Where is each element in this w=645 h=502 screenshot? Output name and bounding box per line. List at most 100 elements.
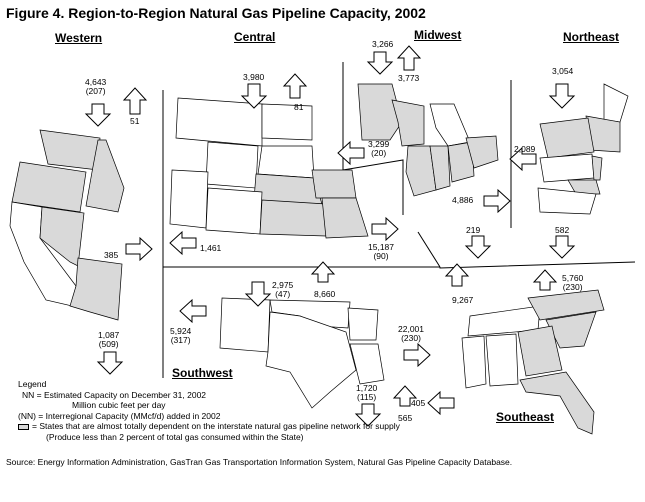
state-ohio xyxy=(447,141,475,183)
state-idaho xyxy=(85,139,125,213)
state-nebraska xyxy=(253,173,323,205)
region-label-central: Central xyxy=(234,30,276,44)
arrow-midwest-in xyxy=(366,51,394,75)
state-maine xyxy=(603,83,629,123)
flow-label-central-southeast: 15,187 (90) xyxy=(368,242,394,261)
state-texas xyxy=(265,311,357,409)
state-maryland xyxy=(567,179,601,195)
flow-label-midwest-east: 4,886 xyxy=(452,195,474,205)
source-note: Source: Energy Information Administratio… xyxy=(6,457,513,467)
state-wyoming xyxy=(205,141,259,189)
region-label-midwest: Midwest xyxy=(414,28,462,42)
arrow-western-east xyxy=(125,236,153,262)
flow-label-midwest-south: 219 xyxy=(466,225,481,235)
state-indiana xyxy=(429,145,451,191)
legend-line-dependent-note: (Produce less than 2 percent of total ga… xyxy=(46,431,304,442)
state-iowa xyxy=(311,169,357,199)
flow-label-central-in: 3,980 xyxy=(243,72,265,82)
state-wisconsin xyxy=(391,99,425,147)
arrow-central-southeast xyxy=(371,216,399,242)
region-label-northeast: Northeast xyxy=(563,30,620,44)
arrow-southeast-north xyxy=(444,263,470,287)
flow-label-central-west: 1,461 xyxy=(200,243,222,253)
state-north-carolina xyxy=(527,289,605,321)
flow-label-southwest-east: 22,001 (230) xyxy=(398,324,424,343)
flow-label-western-in: 4,643 (207) xyxy=(85,77,107,96)
arrow-northeast-south xyxy=(548,235,576,259)
western-states xyxy=(9,129,125,321)
flow-label-central-east: 3,299 (20) xyxy=(368,139,390,158)
state-new-york xyxy=(539,117,595,159)
state-mississippi xyxy=(461,335,487,389)
arrow-southwest-in xyxy=(244,281,272,307)
legend-line-capacity: NN = Estimated Capacity on December 31, … xyxy=(22,389,207,400)
region-label-southwest: Southwest xyxy=(172,366,233,380)
region-label-southeast: Southeast xyxy=(496,410,555,424)
arrow-southwest-west xyxy=(179,298,207,324)
state-new-jersey xyxy=(591,155,603,181)
state-arkansas xyxy=(347,307,379,341)
arrow-midwest-east xyxy=(483,188,511,214)
flow-label-northeast-south: 582 xyxy=(555,225,570,235)
flow-label-western-east: 385 xyxy=(104,250,119,260)
arrow-southeast-west xyxy=(427,390,455,416)
flow-arrows xyxy=(84,45,576,427)
legend-line-units: Million cubic feet per day xyxy=(72,400,166,410)
state-new-mexico xyxy=(219,297,271,353)
arrow-central-east xyxy=(337,140,365,166)
arrow-midwest-out xyxy=(396,45,422,71)
state-oregon xyxy=(11,161,87,213)
state-georgia xyxy=(517,325,563,377)
flow-label-southeast-west: 405 xyxy=(411,398,426,408)
flow-label-southwest-in: 2,975 (47) xyxy=(272,280,294,299)
flow-label-western-south: 1,087 (509) xyxy=(98,330,120,349)
flow-label-southeast-out: 5,760 (230) xyxy=(562,273,584,292)
state-nevada xyxy=(39,206,85,267)
legend: Legend NN = Estimated Capacity on Decemb… xyxy=(18,379,400,442)
state-arizona xyxy=(69,257,123,321)
state-south-dakota xyxy=(257,145,315,179)
state-montana xyxy=(175,97,263,147)
state-kentucky xyxy=(465,135,499,169)
flow-label-northeast-in: 3,054 xyxy=(552,66,574,76)
flow-label-central-out: 81 xyxy=(294,102,304,112)
arrow-southeast-out xyxy=(532,269,558,291)
arrow-western-out-north xyxy=(122,87,148,115)
state-pennsylvania xyxy=(539,153,595,183)
state-louisiana xyxy=(349,343,385,385)
state-south-carolina xyxy=(545,311,597,349)
flow-label-southwest-up: 565 xyxy=(398,413,413,423)
state-kansas xyxy=(259,199,327,237)
arrow-northeast-west xyxy=(509,146,537,172)
southeast-states xyxy=(461,289,605,435)
flow-label-midwest-in: 3,266 xyxy=(372,39,394,49)
central-states xyxy=(169,97,369,239)
state-north-dakota xyxy=(261,103,313,141)
legend-line-added: (NN) = Interregional Capacity (MMcf/d) a… xyxy=(18,410,221,421)
flow-label-midwest-out: 3,773 xyxy=(398,73,420,83)
arrow-central-out xyxy=(282,73,308,99)
state-illinois xyxy=(405,145,437,197)
southwest-states xyxy=(219,297,385,409)
flow-label-western-out-north: 51 xyxy=(130,116,140,126)
flow-label-northeast-west: 2,089 xyxy=(514,144,536,154)
state-washington xyxy=(39,129,101,171)
state-alabama xyxy=(485,333,519,387)
arrow-southwest-south xyxy=(354,403,382,427)
flow-label-southwest-north: 8,660 xyxy=(314,289,336,299)
state-minnesota xyxy=(357,83,403,141)
midwest-states xyxy=(357,83,499,197)
arrow-southwest-north xyxy=(310,261,336,283)
arrow-western-in xyxy=(84,103,112,127)
flow-label-southwest-west: 5,924 (317) xyxy=(170,326,192,345)
arrow-western-south xyxy=(96,351,124,375)
region-label-western: Western xyxy=(55,31,103,45)
arrow-southwest-up xyxy=(392,385,418,407)
arrow-central-in xyxy=(240,83,268,109)
state-virginia xyxy=(537,187,597,215)
arrow-southwest-east xyxy=(403,342,431,368)
arrow-northeast-in xyxy=(548,83,576,109)
dependent-state-swatch xyxy=(18,423,29,430)
flow-label-southwest-south: 1,720 (115) xyxy=(356,383,378,402)
legend-line-dependent: = States that are almost totally depende… xyxy=(18,421,400,432)
